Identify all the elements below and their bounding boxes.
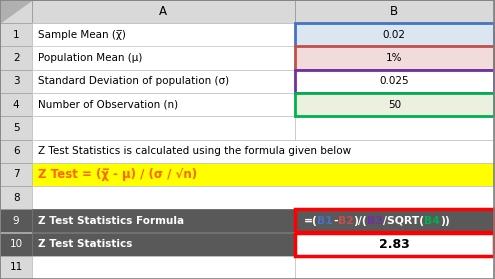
- Text: Z Test Statistics: Z Test Statistics: [38, 239, 133, 249]
- Bar: [295, 232, 494, 256]
- Bar: [32, 163, 494, 186]
- Bar: [0, 47, 32, 70]
- Text: Sample Mean (χ̅): Sample Mean (χ̅): [38, 30, 126, 40]
- Text: A: A: [159, 5, 167, 18]
- Text: 7: 7: [13, 169, 19, 179]
- Text: 9: 9: [13, 216, 19, 226]
- Bar: [295, 23, 494, 47]
- Bar: [32, 70, 295, 93]
- Text: )/(: )/(: [353, 216, 367, 226]
- Bar: [0, 23, 32, 47]
- Bar: [0, 209, 32, 232]
- Text: -: -: [333, 216, 338, 226]
- Text: 11: 11: [9, 262, 23, 272]
- Text: Z Test Statistics Formula: Z Test Statistics Formula: [38, 216, 184, 226]
- Bar: [32, 186, 494, 209]
- Text: )): )): [440, 216, 450, 226]
- Bar: [295, 47, 494, 70]
- Bar: [32, 209, 295, 232]
- Text: Number of Observation (n): Number of Observation (n): [38, 100, 178, 110]
- Text: B1: B1: [317, 216, 333, 226]
- Text: B3: B3: [367, 216, 383, 226]
- Polygon shape: [0, 0, 32, 23]
- Text: 5: 5: [13, 123, 19, 133]
- Text: 2.83: 2.83: [379, 238, 410, 251]
- Bar: [295, 256, 494, 279]
- Bar: [0, 256, 32, 279]
- Text: 0.02: 0.02: [383, 30, 406, 40]
- Bar: [295, 0, 494, 23]
- Bar: [32, 116, 295, 140]
- Text: B: B: [390, 5, 398, 18]
- Text: Z Test Statistics is calculated using the formula given below: Z Test Statistics is calculated using th…: [38, 146, 351, 156]
- Bar: [32, 256, 295, 279]
- Text: Standard Deviation of population (σ): Standard Deviation of population (σ): [38, 76, 229, 86]
- Bar: [0, 140, 32, 163]
- Bar: [0, 163, 32, 186]
- Text: 6: 6: [13, 146, 19, 156]
- Text: 0.025: 0.025: [380, 76, 409, 86]
- Bar: [32, 47, 295, 70]
- Bar: [295, 209, 494, 232]
- Text: 1%: 1%: [386, 53, 402, 63]
- Text: 4: 4: [13, 100, 19, 110]
- Bar: [32, 23, 295, 47]
- Bar: [0, 70, 32, 93]
- Bar: [0, 0, 32, 23]
- Bar: [32, 93, 295, 116]
- Text: B2: B2: [338, 216, 353, 226]
- Text: /SQRT(: /SQRT(: [383, 216, 424, 226]
- Text: 50: 50: [388, 100, 401, 110]
- Bar: [32, 232, 295, 256]
- Text: 3: 3: [13, 76, 19, 86]
- Bar: [295, 116, 494, 140]
- Bar: [0, 232, 32, 256]
- Text: =(: =(: [303, 216, 317, 226]
- Bar: [0, 186, 32, 209]
- Bar: [0, 116, 32, 140]
- Bar: [295, 93, 494, 116]
- Text: 10: 10: [9, 239, 23, 249]
- Text: Population Mean (μ): Population Mean (μ): [38, 53, 143, 63]
- Bar: [32, 0, 295, 23]
- Bar: [0, 93, 32, 116]
- Text: B4: B4: [424, 216, 440, 226]
- Text: Z Test = (χ̅ - μ) / (σ / √n): Z Test = (χ̅ - μ) / (σ / √n): [38, 168, 197, 181]
- Text: 8: 8: [13, 193, 19, 203]
- Text: 1: 1: [13, 30, 19, 40]
- Bar: [295, 70, 494, 93]
- Text: 2: 2: [13, 53, 19, 63]
- Bar: [32, 140, 494, 163]
